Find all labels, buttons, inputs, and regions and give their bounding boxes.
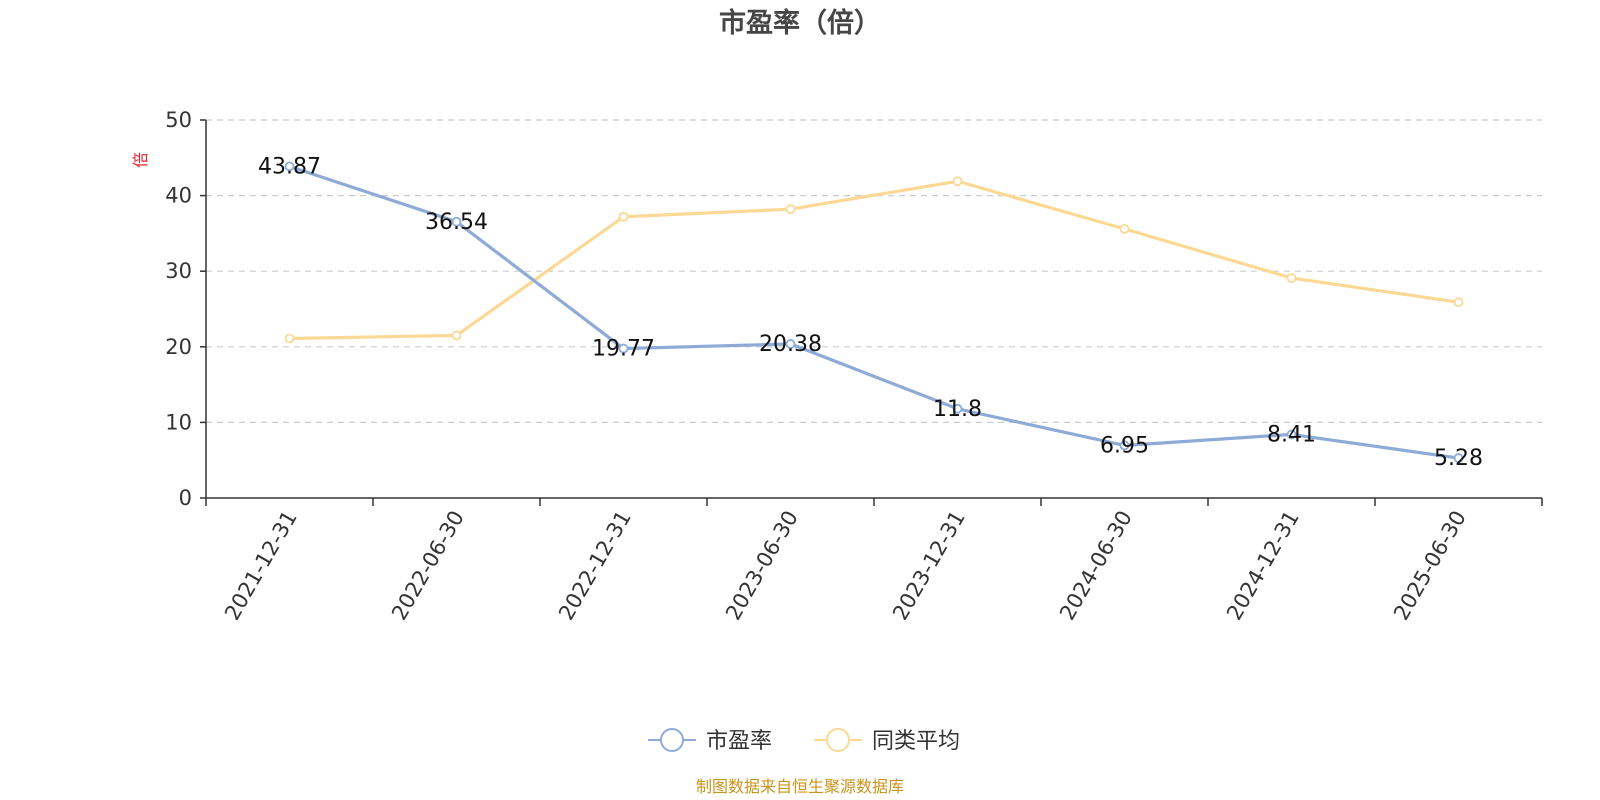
x-tick-label: 2022-12-31 xyxy=(554,507,636,625)
chart-title: 市盈率（倍） xyxy=(719,7,881,39)
data-point xyxy=(1453,453,1464,463)
data-point xyxy=(952,403,963,414)
data-point xyxy=(284,161,295,172)
grid-lines xyxy=(206,119,1542,423)
data-point xyxy=(1286,429,1297,440)
y-tick-label: 50 xyxy=(165,108,192,132)
data-label: 6.95 xyxy=(1100,433,1149,458)
data-point xyxy=(1119,440,1130,451)
x-tick-label: 2023-12-31 xyxy=(888,507,970,625)
x-tick-label: 2022-06-30 xyxy=(387,507,469,625)
data-label: 19.77 xyxy=(592,337,655,362)
data-point xyxy=(785,204,796,215)
legend-label[interactable]: 同类平均 xyxy=(872,729,960,754)
series-line xyxy=(287,164,1461,460)
source-note: 制图数据来自恒生聚源数据库 xyxy=(696,777,904,796)
x-tick-label: 2025-06-30 xyxy=(1389,507,1471,625)
data-label: 5.28 xyxy=(1434,446,1483,471)
data-point xyxy=(785,339,796,349)
data-point xyxy=(952,176,963,187)
legend-label[interactable]: 市盈率 xyxy=(706,729,772,754)
y-tick-label: 40 xyxy=(165,184,192,208)
x-axis-ticks: 2021-12-31 2022-06-30 2022-12-31 2023-06-30… xyxy=(205,498,1543,625)
y-tick-label: 0 xyxy=(179,486,192,510)
data-point xyxy=(451,330,462,341)
data-label: 20.38 xyxy=(759,332,822,357)
x-tick-label: 2024-12-31 xyxy=(1222,507,1304,625)
data-point xyxy=(1119,223,1130,234)
data-labels: 43.87 36.54 19.77 20.38 11.8 6.95 8.41 5.28 xyxy=(258,154,1483,471)
data-label: 43.87 xyxy=(258,154,321,179)
legend-marker-icon xyxy=(660,728,684,752)
series-layer xyxy=(284,161,1464,463)
y-tick-label: 10 xyxy=(165,410,192,434)
data-point xyxy=(284,333,295,344)
data-label: 8.41 xyxy=(1267,422,1316,447)
y-axis-ticks: 0 10 20 30 40 50 xyxy=(165,108,206,510)
data-point xyxy=(618,211,629,222)
data-label: 36.54 xyxy=(425,210,488,235)
data-point xyxy=(451,216,462,227)
x-tick-label: 2024-06-30 xyxy=(1055,507,1137,625)
data-point xyxy=(618,343,629,354)
y-tick-label: 20 xyxy=(165,335,192,359)
y-tick-label: 30 xyxy=(165,259,192,283)
x-tick-label: 2023-06-30 xyxy=(721,507,803,625)
x-tick-label: 2021-12-31 xyxy=(220,507,302,625)
legend-marker-icon xyxy=(826,728,850,752)
data-point xyxy=(1286,273,1297,283)
data-point xyxy=(1453,297,1464,308)
legend[interactable]: 市盈率 同类平均 xyxy=(648,728,960,754)
y-axis-unit-label: 倍 xyxy=(131,152,150,168)
series-line xyxy=(287,179,1461,341)
data-label: 11.8 xyxy=(933,397,982,422)
